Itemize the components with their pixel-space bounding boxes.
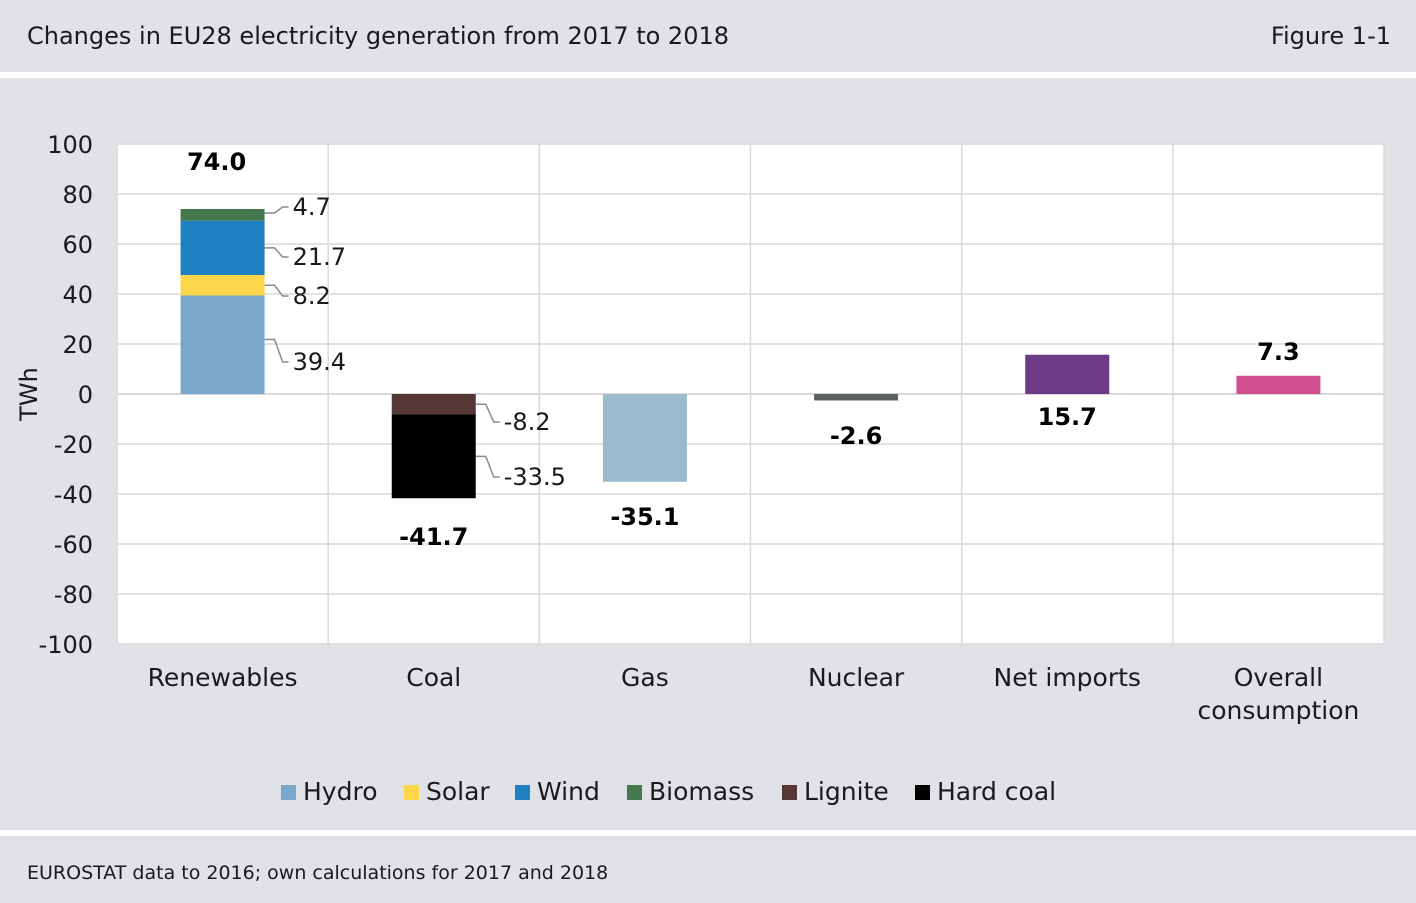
chart-title: Changes in EU28 electricity generation f… bbox=[27, 22, 730, 50]
bar-nuclear bbox=[814, 394, 899, 401]
legend-swatch-wind bbox=[515, 785, 530, 800]
y-tick-label: -100 bbox=[39, 631, 93, 659]
legend-label-wind: Wind bbox=[537, 777, 600, 806]
data-label-hard-coal: -33.5 bbox=[504, 463, 566, 491]
bar-solar bbox=[180, 275, 265, 296]
bar-biomass bbox=[180, 209, 265, 221]
total-label-net-imports: 15.7 bbox=[1038, 403, 1097, 431]
leader-line-biomass bbox=[264, 206, 289, 214]
chart-footer: EUROSTAT data to 2016; own calculations … bbox=[0, 836, 1416, 903]
y-tick-label: 60 bbox=[62, 231, 93, 259]
y-axis-label: TWh bbox=[15, 367, 43, 422]
leader-line-hard-coal bbox=[475, 455, 500, 478]
data-label-biomass: 4.7 bbox=[293, 193, 331, 221]
bar-hard-coal bbox=[391, 414, 476, 499]
legend-label-solar: Solar bbox=[426, 777, 490, 806]
x-tick-label: Overall bbox=[1234, 663, 1323, 692]
data-label-solar: 8.2 bbox=[293, 282, 331, 310]
legend-label-hard-coal: Hard coal bbox=[937, 777, 1056, 806]
bar-overall-consumption bbox=[1236, 375, 1321, 394]
legend-swatch-hard-coal bbox=[915, 785, 930, 800]
x-tick-label: Net imports bbox=[994, 663, 1141, 692]
leader-line-wind bbox=[264, 247, 289, 258]
bar-wind bbox=[180, 220, 265, 275]
bar-lignite bbox=[391, 394, 476, 415]
y-tick-label: -60 bbox=[54, 531, 93, 559]
data-label-lignite: -8.2 bbox=[504, 408, 551, 436]
bar-net-imports bbox=[1025, 354, 1110, 394]
total-label-nuclear: -2.6 bbox=[830, 422, 882, 450]
leader-line-hydro bbox=[264, 338, 289, 363]
legend-label-hydro: Hydro bbox=[303, 777, 378, 806]
total-label-renewables: 74.0 bbox=[187, 148, 246, 176]
y-tick-label: -20 bbox=[54, 431, 93, 459]
total-label-overall-consumption: 7.3 bbox=[1257, 338, 1300, 366]
legend-label-biomass: Biomass bbox=[649, 777, 754, 806]
total-label-gas: -35.1 bbox=[610, 503, 679, 531]
legend-label-lignite: Lignite bbox=[804, 777, 889, 806]
y-tick-label: -40 bbox=[54, 481, 93, 509]
total-label-coal: -41.7 bbox=[399, 523, 468, 551]
x-tick-label: Coal bbox=[406, 663, 461, 692]
x-tick-label: Nuclear bbox=[808, 663, 905, 692]
data-label-wind: 21.7 bbox=[293, 243, 346, 271]
bar-chart: 39.4 8.2 21.7 4.7 -8.2 -33.5 74.0 -41.7 -35.1 -2.… bbox=[15, 131, 1385, 806]
source-note: EUROSTAT data to 2016; own calculations … bbox=[27, 862, 609, 884]
chart-header: Changes in EU28 electricity generation f… bbox=[0, 0, 1416, 72]
x-tick-label: Gas bbox=[621, 663, 669, 692]
figure-label: Figure 1-1 bbox=[1270, 22, 1391, 50]
y-tick-label: 40 bbox=[62, 281, 93, 309]
legend-swatch-solar bbox=[404, 785, 419, 800]
bar-hydro bbox=[180, 295, 265, 394]
x-tick-label: Renewables bbox=[148, 663, 298, 692]
bar-gas bbox=[602, 394, 687, 482]
y-tick-label: -80 bbox=[54, 581, 93, 609]
chart-panel: 39.4 8.2 21.7 4.7 -8.2 -33.5 74.0 -41.7 -35.1 -2.… bbox=[0, 78, 1416, 830]
y-tick-label: 0 bbox=[78, 381, 93, 409]
legend-swatch-biomass bbox=[627, 785, 642, 800]
data-label-hydro: 39.4 bbox=[293, 348, 346, 376]
leader-line-solar bbox=[264, 284, 289, 297]
x-tick-label: consumption bbox=[1197, 696, 1359, 725]
y-tick-label: 100 bbox=[47, 131, 93, 159]
y-tick-label: 80 bbox=[62, 181, 93, 209]
leader-line-lignite bbox=[475, 403, 500, 423]
legend-swatch-hydro bbox=[281, 785, 296, 800]
legend-swatch-lignite bbox=[782, 785, 797, 800]
y-tick-label: 20 bbox=[62, 331, 93, 359]
